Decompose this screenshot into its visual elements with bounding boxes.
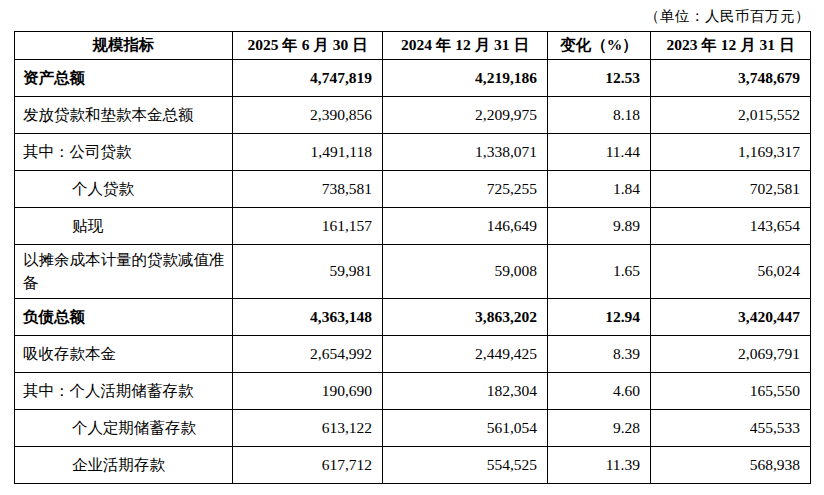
value-2024-12-31: 561,054 (383, 409, 548, 446)
value-2025-06-30: 59,981 (233, 245, 383, 299)
row-label: 其中：公司贷款 (15, 134, 233, 171)
value-2025-06-30: 4,363,148 (233, 298, 383, 335)
value-2023-12-31: 2,069,791 (651, 335, 811, 372)
table-row: 发放贷款和垫款本金总额2,390,8562,209,9758.182,015,5… (15, 97, 811, 134)
table-row: 资产总额4,747,8194,219,18612.533,748,679 (15, 60, 811, 97)
value-2024-12-31: 725,255 (383, 171, 548, 208)
column-header-4: 2023 年 12 月 31 日 (651, 32, 811, 60)
value-change-pct: 12.53 (548, 60, 651, 97)
unit-note: （单位：人民币百万元） (0, 0, 810, 26)
value-2023-12-31: 455,533 (651, 409, 811, 446)
row-label: 吸收存款本金 (15, 335, 233, 372)
table-row: 吸收存款本金2,654,9922,449,4258.392,069,791 (15, 335, 811, 372)
value-2024-12-31: 2,449,425 (383, 335, 548, 372)
value-2025-06-30: 738,581 (233, 171, 383, 208)
table-row: 负债总额4,363,1483,863,20212.943,420,447 (15, 298, 811, 335)
table-row: 其中：个人活期储蓄存款190,690182,3044.60165,550 (15, 372, 811, 409)
value-2024-12-31: 2,209,975 (383, 97, 548, 134)
value-2023-12-31: 165,550 (651, 372, 811, 409)
table-row: 个人贷款738,581725,2551.84702,581 (15, 171, 811, 208)
value-change-pct: 12.94 (548, 298, 651, 335)
value-2023-12-31: 1,169,317 (651, 134, 811, 171)
value-2023-12-31: 56,024 (651, 245, 811, 299)
row-label: 负债总额 (15, 298, 233, 335)
value-2025-06-30: 4,747,819 (233, 60, 383, 97)
value-2024-12-31: 59,008 (383, 245, 548, 299)
row-label: 以摊余成本计量的贷款减值准备 (15, 245, 233, 299)
value-change-pct: 8.18 (548, 97, 651, 134)
value-2023-12-31: 702,581 (651, 171, 811, 208)
column-header-2: 2024 年 12 月 31 日 (383, 32, 548, 60)
table-row: 其中：公司贷款1,491,1181,338,07111.441,169,317 (15, 134, 811, 171)
row-label: 个人贷款 (15, 171, 233, 208)
value-2024-12-31: 146,649 (383, 208, 548, 245)
column-header-3: 变化（%） (548, 32, 651, 60)
value-2023-12-31: 3,420,447 (651, 298, 811, 335)
table-row: 企业活期存款617,712554,52511.39568,938 (15, 446, 811, 483)
value-2025-06-30: 2,390,856 (233, 97, 383, 134)
value-2024-12-31: 3,863,202 (383, 298, 548, 335)
table-row: 贴现161,157146,6499.89143,654 (15, 208, 811, 245)
row-label: 其中：个人活期储蓄存款 (15, 372, 233, 409)
value-2023-12-31: 568,938 (651, 446, 811, 483)
value-2023-12-31: 143,654 (651, 208, 811, 245)
value-2024-12-31: 182,304 (383, 372, 548, 409)
value-2024-12-31: 1,338,071 (383, 134, 548, 171)
value-2025-06-30: 190,690 (233, 372, 383, 409)
value-change-pct: 1.65 (548, 245, 651, 299)
row-label: 资产总额 (15, 60, 233, 97)
value-2023-12-31: 2,015,552 (651, 97, 811, 134)
value-change-pct: 8.39 (548, 335, 651, 372)
value-change-pct: 11.39 (548, 446, 651, 483)
value-2023-12-31: 3,748,679 (651, 60, 811, 97)
value-2025-06-30: 2,654,992 (233, 335, 383, 372)
value-change-pct: 9.89 (548, 208, 651, 245)
row-label: 企业活期存款 (15, 446, 233, 483)
value-2024-12-31: 4,219,186 (383, 60, 548, 97)
table-header-row: 规模指标2025 年 6 月 30 日2024 年 12 月 31 日变化（%）… (15, 32, 811, 60)
value-2025-06-30: 1,491,118 (233, 134, 383, 171)
value-change-pct: 9.28 (548, 409, 651, 446)
value-2025-06-30: 161,157 (233, 208, 383, 245)
value-change-pct: 11.44 (548, 134, 651, 171)
value-change-pct: 4.60 (548, 372, 651, 409)
value-2025-06-30: 613,122 (233, 409, 383, 446)
column-header-0: 规模指标 (15, 32, 233, 60)
column-header-1: 2025 年 6 月 30 日 (233, 32, 383, 60)
table-row: 以摊余成本计量的贷款减值准备59,98159,0081.6556,024 (15, 245, 811, 299)
row-label: 个人定期储蓄存款 (15, 409, 233, 446)
row-label: 发放贷款和垫款本金总额 (15, 97, 233, 134)
row-label: 贴现 (15, 208, 233, 245)
table-body: 资产总额4,747,8194,219,18612.533,748,679发放贷款… (15, 60, 811, 484)
value-change-pct: 1.84 (548, 171, 651, 208)
table-row: 个人定期储蓄存款613,122561,0549.28455,533 (15, 409, 811, 446)
scale-indicators-table: 规模指标2025 年 6 月 30 日2024 年 12 月 31 日变化（%）… (14, 31, 811, 484)
value-2024-12-31: 554,525 (383, 446, 548, 483)
value-2025-06-30: 617,712 (233, 446, 383, 483)
